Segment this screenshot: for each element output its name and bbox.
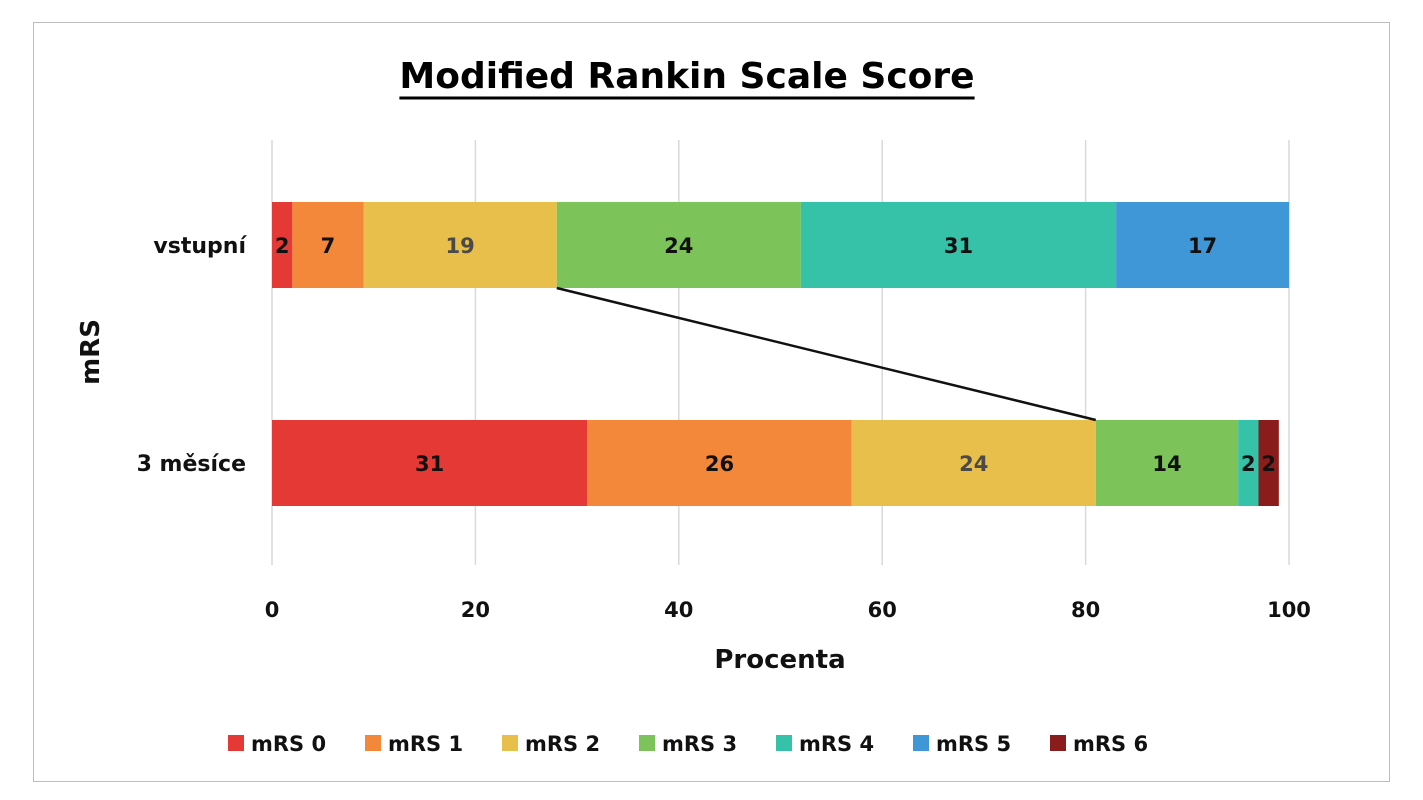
data-label-vstupni-mrs-5: 17 — [1188, 234, 1217, 258]
bar-vstupni-mrs-0 — [272, 202, 293, 288]
bar-3-mesice-mrs-4 — [1238, 420, 1259, 506]
category-label-vstupni: vstupní — [153, 234, 247, 259]
bar-3-mesice-mrs-2 — [851, 420, 1096, 506]
data-label-3-mesice-mrs-6: 2 — [1261, 452, 1276, 476]
legend-swatch-mrs-3 — [639, 735, 655, 751]
data-label-3-mesice-mrs-2: 24 — [959, 452, 988, 476]
data-label-vstupni-mrs-0: 2 — [275, 234, 290, 258]
data-label-3-mesice-mrs-4: 2 — [1241, 452, 1256, 476]
data-label-3-mesice-mrs-3: 14 — [1152, 452, 1181, 476]
data-label-vstupni-mrs-4: 31 — [944, 234, 973, 258]
chart-frame — [33, 22, 1390, 782]
legend-label-mrs-0: mRS 0 — [251, 732, 326, 756]
legend-swatch-mrs-6 — [1050, 735, 1066, 751]
y-axis-title: mRS — [76, 319, 106, 385]
connector-line — [556, 286, 1097, 422]
legend-label-mrs-6: mRS 6 — [1073, 732, 1148, 756]
bar-vstupni-mrs-5 — [1116, 202, 1289, 288]
x-tick-label-20: 20 — [461, 598, 490, 622]
x-tick-label-80: 80 — [1071, 598, 1100, 622]
legend-label-mrs-1: mRS 1 — [388, 732, 463, 756]
bar-3-mesice-mrs-0 — [272, 420, 588, 506]
legend-swatch-mrs-5 — [913, 735, 929, 751]
x-tick-label-100: 100 — [1267, 598, 1311, 622]
bar-vstupni-mrs-4 — [800, 202, 1117, 288]
legend-label-mrs-3: mRS 3 — [662, 732, 737, 756]
bar-vstupni-mrs-1 — [292, 202, 364, 288]
x-tick-label-0: 0 — [265, 598, 280, 622]
legend-swatch-mrs-4 — [776, 735, 792, 751]
bar-vstupni-mrs-2 — [363, 202, 557, 288]
bars — [272, 202, 1289, 506]
data-label-3-mesice-mrs-1: 26 — [705, 452, 734, 476]
category-label-3-mesice: 3 měsíce — [137, 452, 246, 477]
data-label-vstupni-mrs-3: 24 — [664, 234, 693, 258]
legend-label-mrs-4: mRS 4 — [799, 732, 874, 756]
bar-vstupni-mrs-3 — [556, 202, 801, 288]
x-tick-label-60: 60 — [868, 598, 897, 622]
bar-3-mesice-mrs-6 — [1258, 420, 1279, 506]
category-labels: vstupní 3 měsíce — [137, 234, 248, 477]
legend: mRS 0 mRS 1 mRS 2 mRS 3 mRS 4 mRS 5 mRS 6 — [228, 732, 1148, 756]
legend-label-mrs-5: mRS 5 — [936, 732, 1011, 756]
x-tick-label-40: 40 — [664, 598, 693, 622]
legend-swatch-mrs-1 — [365, 735, 381, 751]
data-label-3-mesice-mrs-0: 31 — [415, 452, 444, 476]
x-axis-title: Procenta — [714, 645, 845, 675]
data-label-vstupni-mrs-2: 19 — [446, 234, 475, 258]
legend-swatch-mrs-0 — [228, 735, 244, 751]
chart-title: Modified Rankin Scale Score — [399, 56, 974, 97]
bar-3-mesice-mrs-3 — [1095, 420, 1239, 506]
bar-3-mesice-mrs-1 — [587, 420, 852, 506]
data-label-vstupni-mrs-1: 7 — [321, 234, 336, 258]
legend-swatch-mrs-2 — [502, 735, 518, 751]
x-tick-labels: 0 20 40 60 80 100 — [265, 598, 1311, 622]
legend-label-mrs-2: mRS 2 — [525, 732, 600, 756]
